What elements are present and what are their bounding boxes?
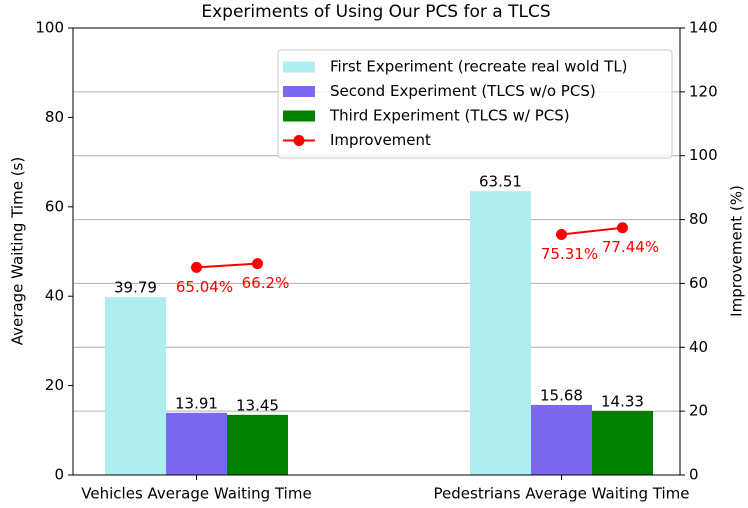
y-tick-label: 80 [45, 108, 64, 126]
legend-swatch [283, 110, 315, 122]
improvement-marker [252, 258, 263, 270]
y2-tick-label: 0 [689, 466, 699, 484]
legend-label: First Experiment (recreate real wold TL) [330, 58, 628, 76]
y2-tick-label: 120 [689, 82, 718, 100]
bar-value-label: 13.91 [175, 394, 218, 412]
y2-tick-label: 100 [689, 146, 718, 164]
legend-swatch [283, 86, 315, 97]
bar-value-label: 39.79 [114, 279, 157, 297]
bar [227, 414, 288, 475]
improvement-marker [617, 222, 628, 234]
y-tick-label: 100 [35, 19, 64, 37]
bar [105, 297, 166, 475]
improvement-label: 66.2% [242, 274, 290, 292]
y-tick-label: 60 [45, 197, 64, 215]
improvement-line [561, 226, 623, 236]
y-tick-label: 0 [54, 466, 64, 484]
x-tick-label: Vehicles Average Waiting Time [81, 485, 311, 503]
y-axis-label: Average Waiting Time (s) [9, 157, 27, 345]
bar [470, 191, 531, 476]
legend-label: Third Experiment (TLCS w/ PCS) [329, 107, 570, 125]
bar-value-label: 14.33 [601, 392, 644, 410]
y2-tick-label: 20 [689, 402, 708, 420]
bar-value-label: 15.68 [540, 386, 583, 404]
y-tick-label: 20 [45, 376, 64, 394]
legend-marker [293, 135, 305, 146]
legend-label: Improvement [330, 131, 431, 149]
bar-value-label: 63.51 [479, 173, 522, 191]
y2-axis-label: Improvement (%) [728, 185, 746, 317]
improvement-line [196, 262, 258, 269]
legend-frame [277, 49, 673, 159]
bar [592, 410, 653, 475]
y2-tick-label: 60 [689, 274, 708, 292]
improvement-label: 75.31% [541, 245, 598, 263]
bar-value-label: 13.45 [236, 396, 279, 414]
chart-title: Experiments of Using Our PCS for a TLCS [201, 2, 550, 22]
legend-label: Second Experiment (TLCS w/o PCS) [330, 82, 596, 100]
y2-tick-label: 40 [689, 338, 708, 356]
x-tick-label: Pedestrians Average Waiting Time [434, 485, 690, 503]
improvement-label: 77.44% [602, 238, 659, 256]
legend: First Experiment (recreate real wold TL)… [277, 49, 673, 159]
improvement-label: 65.04% [176, 278, 233, 296]
plot-frame [72, 27, 681, 476]
y-tick-label: 40 [45, 287, 64, 305]
y2-tick-label: 140 [689, 19, 718, 37]
legend-swatch [283, 61, 315, 73]
improvement-marker [191, 261, 202, 273]
improvement-marker [556, 229, 567, 241]
y2-tick-label: 80 [689, 210, 708, 228]
bar [166, 412, 227, 475]
bar [531, 404, 592, 475]
